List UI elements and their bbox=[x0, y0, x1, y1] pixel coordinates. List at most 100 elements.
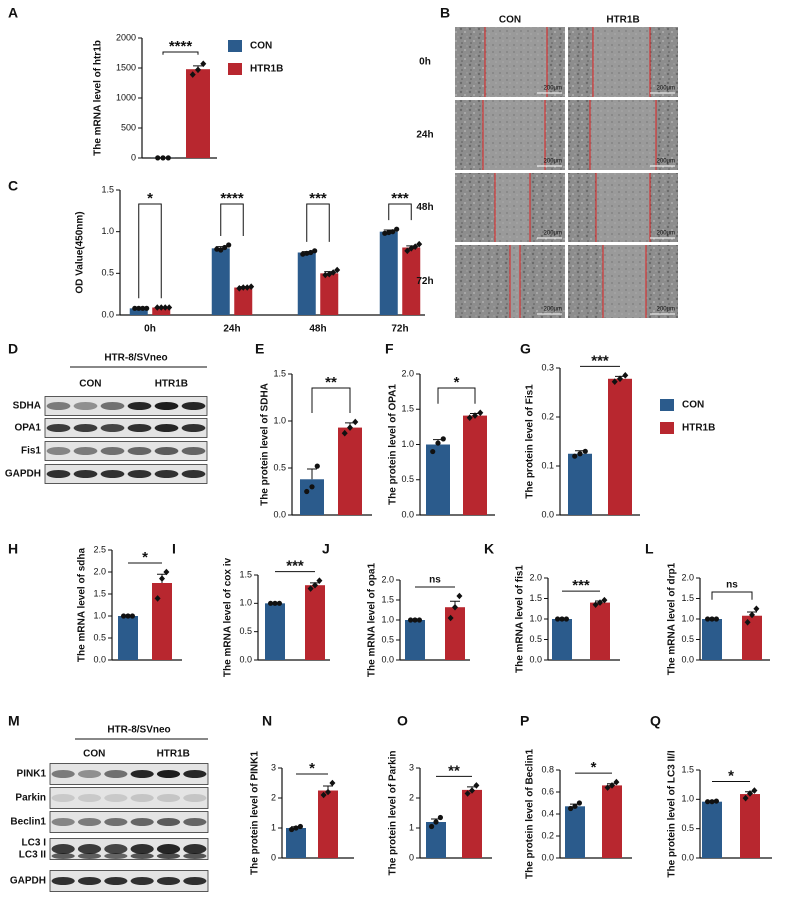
data-point bbox=[125, 613, 131, 619]
y-axis-label: The protein level of Parkin bbox=[388, 750, 399, 875]
data-point bbox=[162, 304, 169, 311]
blot-band bbox=[77, 844, 102, 854]
data-point bbox=[742, 794, 749, 802]
blot-band bbox=[100, 470, 125, 478]
blot-strip bbox=[49, 787, 209, 809]
y-tick-label: 1.5 bbox=[273, 368, 286, 378]
significance-label: ns bbox=[429, 575, 441, 586]
bar bbox=[320, 273, 339, 315]
data-point bbox=[416, 240, 423, 248]
y-tick-label: 1.0 bbox=[529, 613, 542, 623]
data-point bbox=[582, 448, 588, 454]
y-tick-label: 1.0 bbox=[681, 613, 694, 623]
data-point bbox=[226, 242, 232, 248]
blot-band bbox=[181, 402, 206, 410]
data-point bbox=[576, 800, 583, 806]
blot-strip bbox=[44, 418, 208, 438]
y-tick-label: 0.3 bbox=[541, 362, 554, 372]
y-axis-label: The mRNA level of fis1 bbox=[515, 565, 526, 673]
blot-title: HTR-8/SVneo bbox=[107, 725, 170, 736]
blot-band bbox=[156, 770, 181, 778]
y-tick-label: 0.0 bbox=[273, 509, 286, 519]
y-tick-label: 1.0 bbox=[381, 614, 394, 624]
data-point bbox=[412, 617, 418, 623]
data-point bbox=[429, 823, 435, 830]
legend-swatch bbox=[228, 63, 242, 75]
blot-group: CON bbox=[83, 749, 105, 760]
blot-row-label: GAPDH bbox=[10, 876, 46, 887]
data-point bbox=[416, 617, 422, 623]
blot-band bbox=[181, 470, 206, 478]
data-point bbox=[195, 66, 201, 74]
blot-row-label: Parkin bbox=[15, 793, 46, 804]
bar bbox=[742, 615, 762, 660]
bar bbox=[318, 790, 338, 858]
data-point bbox=[412, 243, 419, 250]
scale-label: 200μm bbox=[657, 159, 675, 165]
data-point bbox=[222, 244, 228, 251]
x-tick-label: 0h bbox=[144, 324, 156, 335]
legend-swatch bbox=[660, 422, 674, 434]
y-tick-label: 0.5 bbox=[681, 823, 694, 833]
bar bbox=[602, 785, 622, 858]
data-point bbox=[382, 230, 388, 236]
legend-label: CON bbox=[250, 41, 272, 52]
bar bbox=[405, 620, 425, 660]
scale-label: 200μm bbox=[544, 86, 562, 92]
data-point bbox=[466, 414, 473, 422]
blot-band bbox=[130, 877, 154, 885]
blot-band bbox=[156, 818, 181, 826]
legend-swatch bbox=[228, 40, 242, 52]
significance-label: ** bbox=[325, 374, 337, 391]
significance-label: *** bbox=[286, 558, 304, 575]
blot-band bbox=[46, 447, 71, 455]
y-tick-label: 0.5 bbox=[273, 462, 286, 472]
blot-group: CON bbox=[79, 379, 101, 390]
bar bbox=[186, 69, 210, 158]
blot-band bbox=[183, 818, 207, 826]
panel-letter: C bbox=[8, 178, 18, 194]
bar bbox=[565, 806, 585, 858]
scale-label: 200μm bbox=[544, 159, 562, 165]
y-tick-label: 0 bbox=[271, 852, 276, 862]
blot-band bbox=[73, 447, 98, 455]
y-tick-label: 1.0 bbox=[681, 794, 694, 804]
y-tick-label: 1.5 bbox=[401, 404, 414, 414]
significance-label: **** bbox=[220, 190, 244, 207]
scratch-gap bbox=[495, 173, 530, 242]
y-tick-label: 3 bbox=[271, 762, 276, 772]
blot-strip bbox=[49, 870, 209, 892]
bar bbox=[129, 308, 148, 315]
y-tick-label: 1000 bbox=[116, 92, 136, 102]
data-point bbox=[320, 791, 327, 799]
panel-letter: B bbox=[440, 5, 450, 21]
y-tick-label: 0.1 bbox=[541, 460, 554, 470]
scale-label: 200μm bbox=[544, 307, 562, 313]
data-point bbox=[601, 596, 608, 604]
data-point bbox=[456, 592, 463, 600]
data-point bbox=[165, 155, 171, 161]
blot-band bbox=[104, 877, 128, 885]
data-point bbox=[289, 826, 295, 833]
y-tick-label: 1.0 bbox=[93, 610, 106, 620]
bar bbox=[702, 619, 722, 660]
data-point bbox=[472, 412, 478, 419]
data-point bbox=[477, 409, 484, 417]
blot-band bbox=[100, 424, 125, 432]
data-point bbox=[236, 285, 243, 292]
blot-band bbox=[51, 818, 75, 826]
data-point bbox=[341, 429, 348, 437]
significance-bracket bbox=[220, 203, 244, 236]
y-tick-label: 1.5 bbox=[239, 569, 252, 579]
scratch-gap bbox=[596, 173, 650, 242]
y-tick-label: 0.5 bbox=[101, 268, 114, 278]
data-point bbox=[469, 787, 475, 794]
bar bbox=[338, 427, 362, 515]
data-point bbox=[244, 284, 251, 291]
significance-label: **** bbox=[169, 38, 193, 55]
scratch-column: CON bbox=[499, 15, 521, 26]
data-point bbox=[408, 617, 414, 623]
blot-title: HTR-8/SVneo bbox=[104, 353, 167, 364]
